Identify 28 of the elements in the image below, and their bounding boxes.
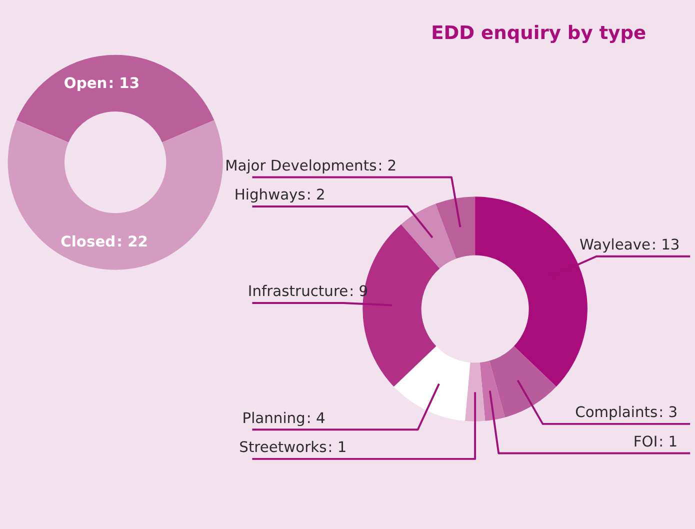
donut-slice bbox=[480, 360, 505, 421]
donut-slice bbox=[8, 120, 223, 270]
data-label: : 2 bbox=[378, 157, 397, 174]
donut-slice bbox=[16, 54, 214, 142]
slice-label: Streetworks bbox=[239, 439, 327, 456]
data-label: : 3 bbox=[658, 404, 678, 422]
data-label: : 4 bbox=[306, 410, 326, 427]
data-label: : 1 bbox=[328, 439, 347, 456]
slice-label: Infrastructure bbox=[248, 283, 348, 300]
slice-label: Planning bbox=[242, 410, 306, 427]
slice-label: Highways bbox=[234, 186, 306, 204]
donut-slice bbox=[464, 362, 486, 422]
donut-slice bbox=[394, 346, 470, 421]
donut-slice bbox=[401, 204, 456, 268]
slice-label: Wayleave bbox=[580, 236, 651, 254]
slice-label: FOI bbox=[633, 433, 658, 450]
slice-label: Open bbox=[64, 75, 108, 92]
data-label: : 1 bbox=[658, 433, 678, 450]
donut-slice bbox=[436, 196, 476, 259]
data-label: : 22 bbox=[116, 233, 148, 250]
chart-title: EDD enquiry by type bbox=[431, 23, 646, 44]
data-label: : 13 bbox=[652, 236, 680, 254]
donut-slice bbox=[489, 346, 556, 418]
data-label: : 13 bbox=[108, 75, 140, 92]
slice-label: Complaints bbox=[575, 404, 658, 422]
slice-label: Closed bbox=[60, 233, 116, 250]
data-label: : 2 bbox=[306, 186, 326, 204]
slice-label: Major Developments bbox=[225, 157, 377, 174]
